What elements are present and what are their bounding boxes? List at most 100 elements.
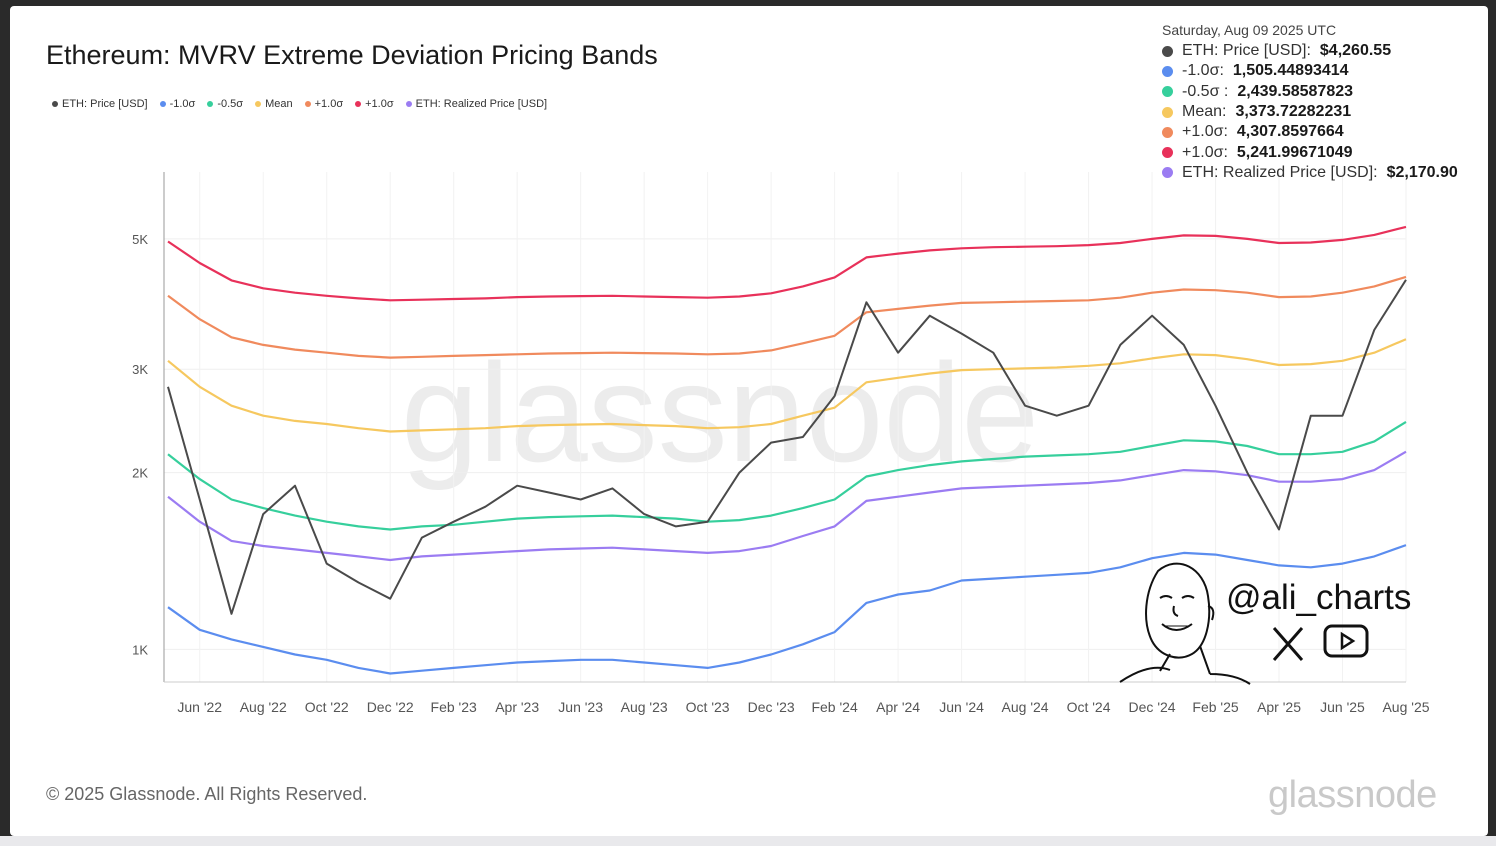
legend-swatch-minus-05sd [207,101,214,107]
x-tick-label: Apr '23 [495,699,539,715]
tooltip-row-minus-05sd: -0.5σ : 2,439.58587823 [1162,82,1458,102]
series-line-2[interactable] [167,420,1407,531]
x-tick-label: Apr '25 [1257,699,1301,715]
avatar-neck-shoulders [1119,645,1251,685]
tooltip-value-plus-1sd-b: 5,241.99671049 [1236,143,1353,161]
legend-item-mean[interactable]: Mean [255,98,293,110]
y-tick-label: 5K [132,232,148,247]
tooltip-swatch-mean [1162,106,1173,118]
youtube-icon[interactable] [1323,624,1369,658]
author-handle[interactable]: @ali_charts [1226,578,1412,617]
x-tick-label: Oct '24 [1067,699,1111,715]
x-tick-label: Dec '24 [1129,699,1176,715]
x-tick-label: Feb '25 [1192,699,1238,715]
tooltip-value-realized: $2,170.90 [1386,163,1458,181]
tooltip-label-minus-1sd: -1.0σ: [1182,62,1224,80]
tooltip-swatch-realized [1162,167,1173,179]
x-tick-label: Jun '25 [1320,699,1365,715]
tooltip-row-plus-1sd-a: +1.0σ: 4,307.8597664 [1162,122,1458,142]
legend-item-realized[interactable]: ETH: Realized Price [USD] [405,98,548,110]
legend-swatch-realized [405,101,412,107]
avatar-face [1119,562,1251,685]
x-tick-label: Dec '22 [367,699,414,715]
tooltip-row-realized: ETH: Realized Price [USD]: $2,170.90 [1162,163,1458,183]
avatar-eye-left [1159,595,1173,599]
series-line-6[interactable] [167,450,1407,562]
x-tick-label: Feb '23 [431,699,477,715]
x-tick-label: Aug '24 [1002,699,1049,715]
legend-swatch-minus-1sd [159,101,166,107]
legend-item-plus-1sd-b[interactable]: +1.0σ [355,98,394,110]
series-line-0[interactable] [167,279,1407,615]
series-line-5[interactable] [167,225,1407,302]
legend-label-minus-1sd: -1.0σ [169,98,196,110]
tooltip-swatch-minus-05sd [1162,86,1173,98]
avatar-nose [1172,605,1179,617]
tooltip-value-price: $4,260.55 [1319,42,1392,60]
tooltip-value-mean: 3,373.72282231 [1235,103,1352,121]
tooltip-value-minus-1sd: 1,505.44893414 [1232,62,1349,80]
axes: 1K 2K 3K 5K Jun '22 Aug '22 Oct '22 Dec '22 Feb … [132,172,1430,715]
chart-svg: glassnode 1K 2K 3K 5K Jun '22 Aug '22 Oct '22 D… [132,172,1430,715]
x-tick-label: Jun '24 [939,699,984,715]
data-tooltip: Saturday, Aug 09 2025 UTC ETH: Price [US… [1162,22,1458,183]
tooltip-label-mean: Mean: [1182,103,1227,121]
y-tick-label: 2K [132,466,148,481]
tooltip-date: Saturday, Aug 09 2025 UTC [1162,22,1337,38]
grid [164,172,1407,682]
tooltip-row-price: ETH: Price [USD]: $4,260.55 [1162,41,1458,61]
legend-label-plus-1sd-a: +1.0σ [314,98,344,110]
tooltip-swatch-plus-1sd-b [1162,147,1173,159]
legend-item-price[interactable]: ETH: Price [USD] [52,98,148,110]
x-logo-icon[interactable] [1272,627,1304,661]
tooltip-label-minus-05sd: -0.5σ : [1182,82,1229,100]
x-tick-label: Jun '22 [177,699,222,715]
legend-swatch-mean [255,101,262,107]
legend-item-minus-1sd[interactable]: -1.0σ [159,98,196,110]
copyright-notice: © 2025 Glassnode. All Rights Reserved. [46,784,368,804]
chart-title: Ethereum: MVRV Extreme Deviation Pricing… [46,40,658,70]
watermark: glassnode [401,334,1039,491]
brand-logo[interactable]: glassnode [1268,774,1437,816]
x-tick-label: Apr '24 [876,699,920,715]
legend-label-realized: ETH: Realized Price [USD] [415,98,548,110]
chart-legend: ETH: Price [USD] -1.0σ -0.5σ Mean +1.0σ … [52,98,547,110]
legend-label-minus-05sd: -0.5σ [217,98,244,110]
x-logo-stroke-b [1272,627,1304,661]
legend-item-plus-1sd-a[interactable]: +1.0σ [304,98,344,110]
chart-card: Ethereum: MVRV Extreme Deviation Pricing… [10,6,1488,836]
tooltip-value-plus-1sd-a: 4,307.8597664 [1236,123,1344,141]
legend-label-mean: Mean [265,98,293,110]
legend-swatch-plus-1sd-b [355,101,362,107]
tooltip-label-plus-1sd-b: +1.0σ: [1182,143,1228,161]
tooltip-swatch-minus-1sd [1162,65,1173,77]
y-tick-label: 1K [132,642,148,657]
series-line-1[interactable] [167,544,1407,675]
legend-swatch-plus-1sd-a [304,101,311,107]
tooltip-swatch-plus-1sd-a [1162,126,1173,138]
legend-swatch-price [52,101,58,107]
legend-item-minus-05sd[interactable]: -0.5σ [207,98,243,110]
tooltip-swatch-price [1162,45,1173,57]
tooltip-label-plus-1sd-a: +1.0σ: [1182,123,1228,141]
x-tick-label: Oct '22 [305,699,349,715]
x-tick-label: Feb '24 [811,699,857,715]
x-tick-label: Jun '23 [558,699,603,715]
tooltip-row-minus-1sd: -1.0σ: 1,505.44893414 [1162,61,1458,81]
tooltip-value-minus-05sd: 2,439.58587823 [1237,82,1354,100]
bottom-strip [0,836,1496,846]
x-tick-label: Oct '23 [686,699,730,715]
tooltip-row-plus-1sd-b: +1.0σ: 5,241.99671049 [1162,142,1458,162]
tooltip-label-price: ETH: Price [USD]: [1182,42,1311,60]
avatar-illustration [1119,562,1251,685]
series-line-3[interactable] [167,338,1407,433]
x-tick-label: Dec '23 [748,699,795,715]
youtube-icon-frame [1323,624,1369,658]
series-line-4[interactable] [167,275,1407,359]
x-tick-label: Aug '23 [621,699,668,715]
tooltip-label-realized: ETH: Realized Price [USD]: [1182,163,1378,181]
x-tick-label: Aug '25 [1382,699,1429,715]
youtube-icon-play [1340,631,1356,651]
x-tick-label: Aug '22 [240,699,287,715]
avatar-head [1145,562,1211,659]
